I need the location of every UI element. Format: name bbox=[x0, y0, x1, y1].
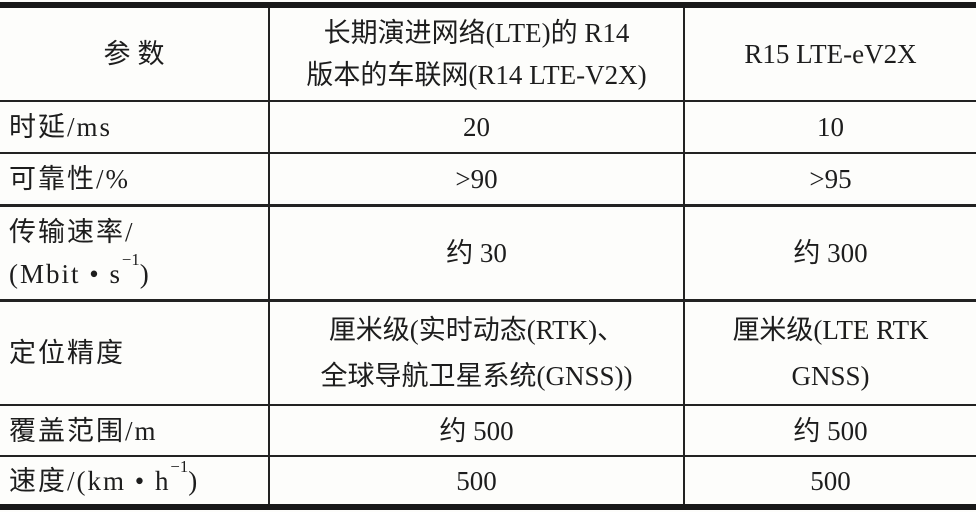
positioning-r15-line2: GNSS) bbox=[791, 361, 870, 391]
data-rate-unit-pre: (Mbit • s bbox=[9, 259, 122, 289]
positioning-r15-value-cell: 厘米级(LTE RTK GNSS) bbox=[683, 302, 976, 404]
speed-label-post: ) bbox=[188, 465, 200, 496]
data-rate-r15-value: 约 300 bbox=[793, 238, 868, 268]
reliability-r14-value-cell: >90 bbox=[268, 154, 683, 204]
positioning-r15-line1: 厘米级(LTE RTK bbox=[732, 315, 929, 345]
header-r15-label: R15 LTE-eV2X bbox=[744, 39, 917, 69]
header-param-label: 参数 bbox=[103, 39, 172, 69]
data-rate-r14-value-cell: 约 30 bbox=[268, 207, 683, 299]
table-row-data-rate: 传输速率/ (Mbit • s−1) 约 30 约 300 bbox=[0, 207, 976, 302]
coverage-r14-value-cell: 约 500 bbox=[268, 406, 683, 455]
coverage-r15-value: 约 500 bbox=[793, 415, 868, 446]
header-cell-r14-lte-v2x: 长期演进网络(LTE)的 R14 版本的车联网(R14 LTE-V2X) bbox=[268, 8, 683, 100]
speed-r15-value: 500 bbox=[810, 465, 851, 496]
latency-r15-value-cell: 10 bbox=[683, 102, 976, 152]
data-rate-r15-value-cell: 约 300 bbox=[683, 207, 976, 299]
table-header-row: 参数 长期演进网络(LTE)的 R14 版本的车联网(R14 LTE-V2X) … bbox=[0, 8, 976, 102]
speed-r14-value-cell: 500 bbox=[268, 457, 683, 504]
table-row-reliability: 可靠性/% >90 >95 bbox=[0, 154, 976, 207]
table-row-coverage: 覆盖范围/m 约 500 约 500 bbox=[0, 406, 976, 457]
coverage-r15-value-cell: 约 500 bbox=[683, 406, 976, 455]
table-row-latency: 时延/ms 20 10 bbox=[0, 102, 976, 154]
reliability-r15-value-cell: >95 bbox=[683, 154, 976, 204]
latency-label: 时延/ms bbox=[9, 112, 113, 142]
data-rate-label-line1: 传输速率/ bbox=[9, 217, 135, 247]
reliability-label: 可靠性/% bbox=[9, 164, 130, 194]
table-row-positioning: 定位精度 厘米级(实时动态(RTK)、 全球导航卫星系统(GNSS)) 厘米级(… bbox=[0, 302, 976, 406]
speed-label-pre: 速度/(km • h bbox=[9, 465, 171, 496]
speed-label: 速度/(km • h−1) bbox=[9, 456, 200, 502]
coverage-label: 覆盖范围/m bbox=[9, 415, 158, 446]
positioning-label: 定位精度 bbox=[9, 338, 125, 368]
header-r14-line2: 版本的车联网(R14 LTE-V2X) bbox=[306, 60, 647, 90]
data-rate-r14-value: 约 30 bbox=[446, 238, 507, 268]
data-rate-unit-exponent: −1 bbox=[121, 250, 140, 270]
table-row-speed: 速度/(km • h−1) 500 500 bbox=[0, 457, 976, 504]
header-cell-r15-lte-ev2x: R15 LTE-eV2X bbox=[683, 8, 976, 100]
positioning-r14-line2: 全球导航卫星系统(GNSS)) bbox=[320, 361, 633, 391]
speed-unit-exponent: −1 bbox=[170, 456, 189, 476]
latency-r14-value-cell: 20 bbox=[268, 102, 683, 152]
latency-label-cell: 时延/ms bbox=[0, 102, 268, 152]
coverage-r14-value: 约 500 bbox=[439, 415, 514, 446]
reliability-label-cell: 可靠性/% bbox=[0, 154, 268, 204]
coverage-label-cell: 覆盖范围/m bbox=[0, 406, 268, 455]
positioning-r14-value-cell: 厘米级(实时动态(RTK)、 全球导航卫星系统(GNSS)) bbox=[268, 302, 683, 404]
latency-r14-value: 20 bbox=[463, 112, 490, 142]
data-rate-label-cell: 传输速率/ (Mbit • s−1) bbox=[0, 207, 268, 299]
data-rate-unit-post: ) bbox=[139, 259, 151, 289]
speed-r14-value: 500 bbox=[456, 465, 497, 496]
reliability-r15-value: >95 bbox=[809, 164, 852, 194]
latency-r15-value: 10 bbox=[817, 112, 844, 142]
speed-r15-value-cell: 500 bbox=[683, 457, 976, 504]
positioning-r14-line1: 厘米级(实时动态(RTK)、 bbox=[328, 315, 625, 345]
reliability-r14-value: >90 bbox=[455, 164, 498, 194]
data-rate-label-line2: (Mbit • s−1) bbox=[9, 250, 151, 295]
speed-label-cell: 速度/(km • h−1) bbox=[0, 457, 268, 504]
header-r14-line1: 长期演进网络(LTE)的 R14 bbox=[323, 18, 630, 48]
header-cell-param: 参数 bbox=[0, 8, 268, 100]
positioning-label-cell: 定位精度 bbox=[0, 302, 268, 404]
